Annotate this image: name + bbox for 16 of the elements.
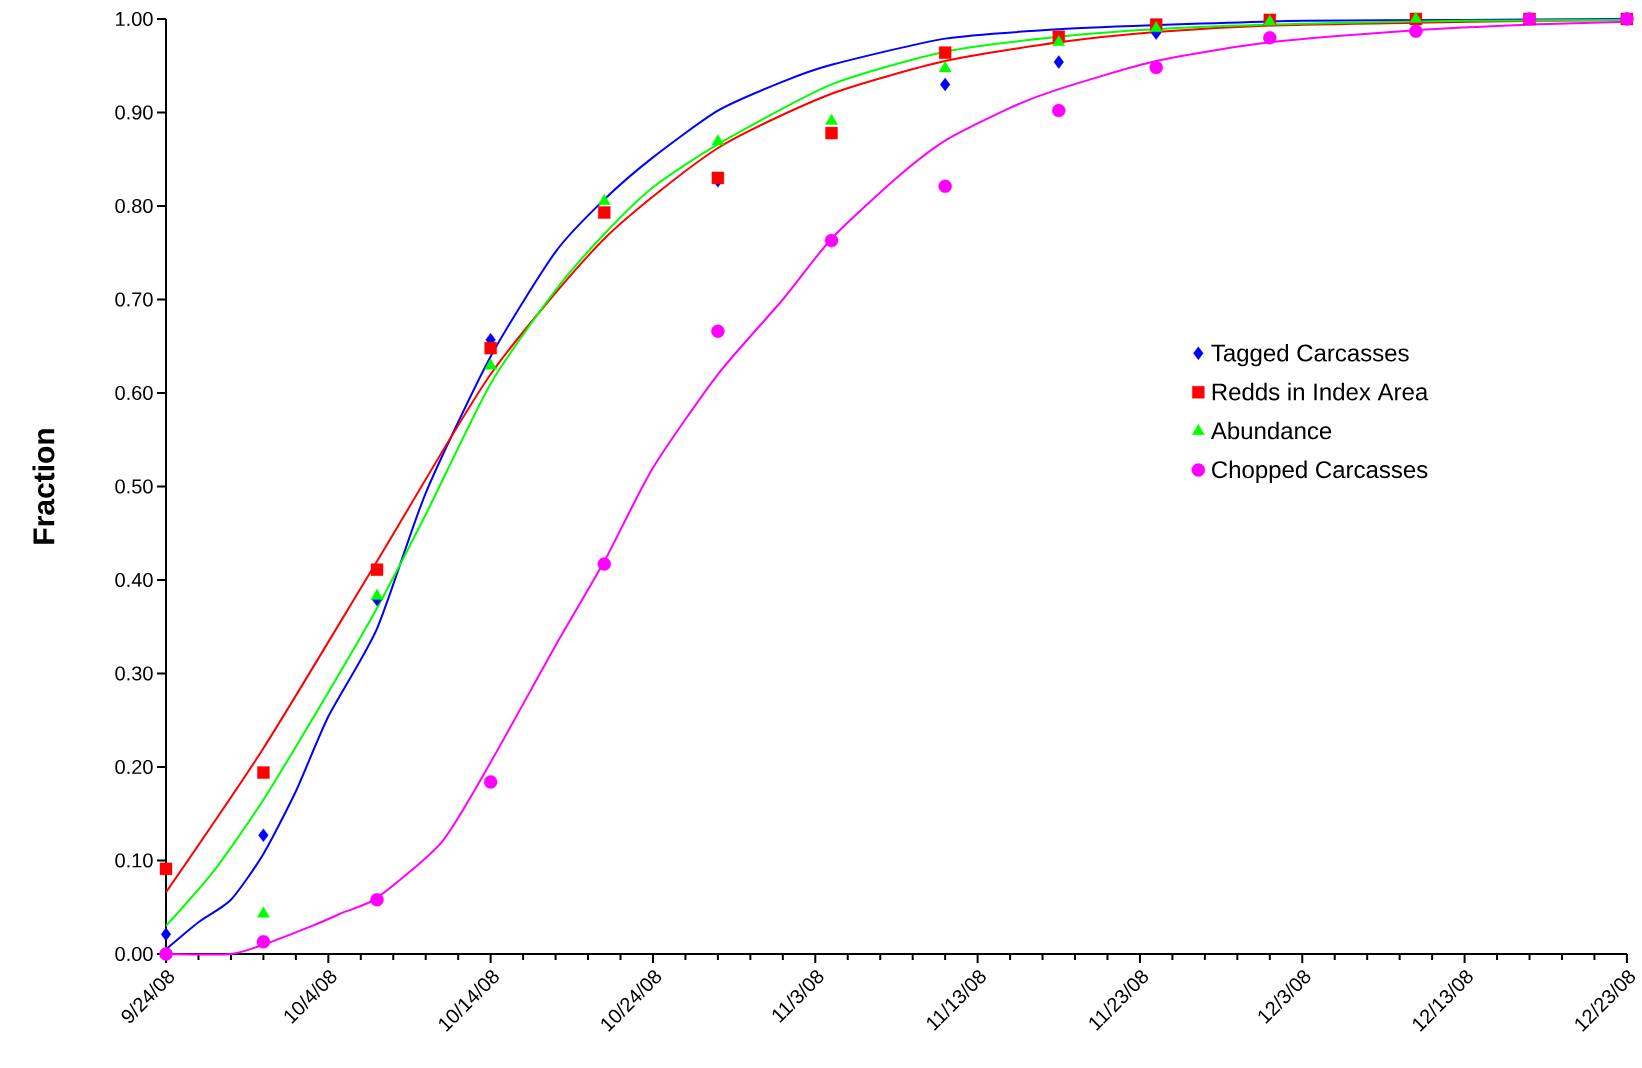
y-tick-label: 0.20 [115, 759, 153, 775]
legend-label: Abundance [1210, 421, 1332, 440]
legend-label: Chopped Carcasses [1212, 460, 1428, 483]
y-tick-label: 1.00 [116, 11, 153, 27]
y-tick-label: 0.70 [115, 292, 153, 307]
y-tick-label: 0.30 [115, 666, 153, 681]
y-tick-label: 0.00 [115, 946, 153, 962]
legend-label: Redds in Index Area [1212, 382, 1429, 401]
y-tick-label: 0.50 [115, 479, 153, 494]
y-tick-label: 0.40 [115, 572, 153, 588]
y-tick-label: 0.90 [115, 105, 153, 120]
y-tick-label: 0.10 [115, 853, 153, 868]
legend-label: Tagged Carcasses [1211, 343, 1409, 367]
y-tick-label: 0.60 [115, 385, 153, 401]
y-axis-title: Fraction [32, 429, 55, 544]
y-tick-label: 0.80 [115, 198, 153, 214]
